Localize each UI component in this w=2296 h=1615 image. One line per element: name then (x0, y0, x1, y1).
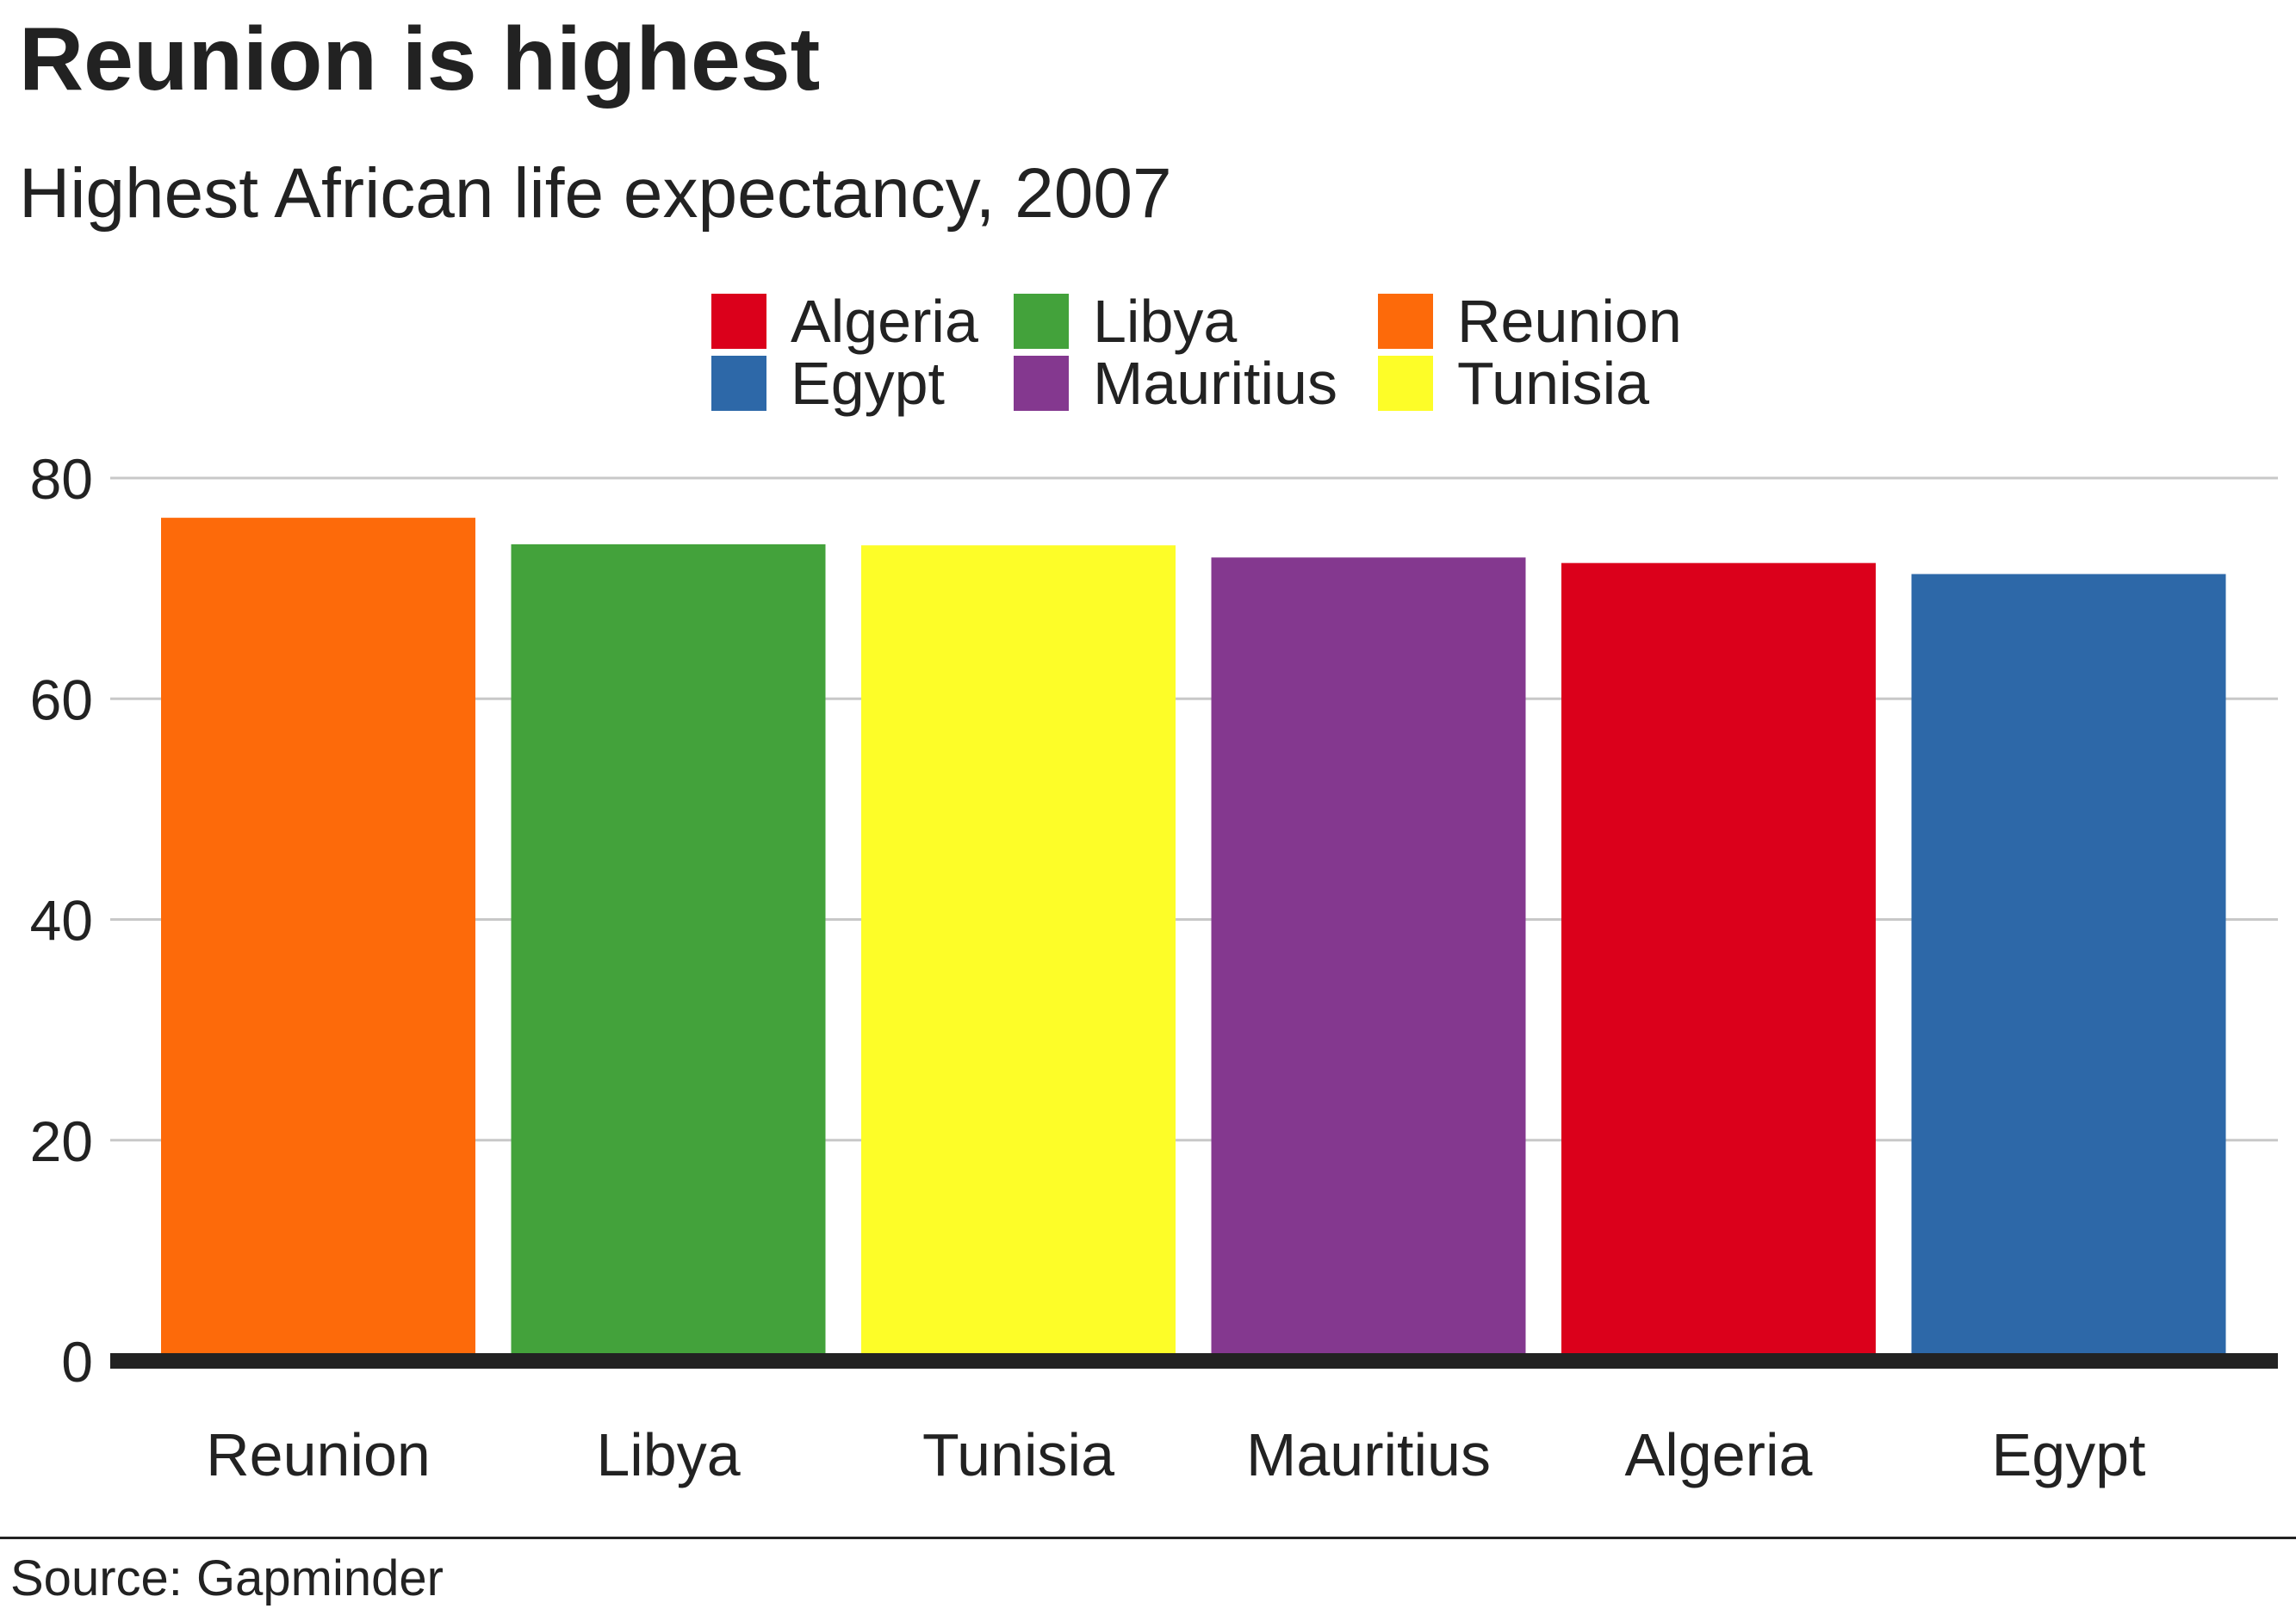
legend-swatch (1014, 356, 1069, 411)
legend-swatch (711, 356, 766, 411)
legend-item-mauritius: Mauritius (1014, 353, 1337, 413)
x-tick-label: Algeria (1625, 1421, 1813, 1488)
bar (1211, 557, 1526, 1361)
y-tick-label: 0 (61, 1330, 93, 1394)
bar (1911, 574, 2226, 1361)
x-tick-label: Libya (596, 1421, 740, 1488)
bar (1561, 562, 1876, 1361)
legend-swatch (1378, 356, 1433, 411)
legend-swatch (711, 294, 766, 349)
y-tick-label: 60 (30, 668, 93, 731)
x-tick-label: Reunion (206, 1421, 431, 1488)
chart-subtitle: Highest African life expectancy, 2007 (19, 154, 1172, 233)
chart-title: Reunion is highest (19, 9, 821, 109)
legend-label: Tunisia (1457, 350, 1650, 417)
legend-item-egypt: Egypt (711, 353, 945, 413)
legend-swatch (1014, 294, 1069, 349)
legend-label: Egypt (791, 350, 945, 417)
source-note: Source: Gapminder (10, 1550, 444, 1606)
y-tick-label: 20 (30, 1109, 93, 1173)
legend-label: Reunion (1457, 288, 1682, 355)
legend-swatch (1378, 294, 1433, 349)
legend-label: Libya (1093, 288, 1238, 355)
legend-item-tunisia: Tunisia (1378, 353, 1649, 413)
bar (511, 544, 826, 1361)
x-tick-label: Egypt (1992, 1421, 2146, 1488)
legend-item-libya: Libya (1014, 291, 1237, 351)
legend-label: Mauritius (1093, 350, 1337, 417)
bar (161, 518, 475, 1361)
footer-divider (0, 1537, 2296, 1539)
x-tick-label: Tunisia (922, 1421, 1114, 1488)
bar (861, 545, 1176, 1361)
legend-item-reunion: Reunion (1378, 291, 1682, 351)
x-tick-label: Mauritius (1246, 1421, 1491, 1488)
y-tick-label: 80 (30, 447, 93, 511)
legend: Algeria Libya Reunion Egypt Mauritius Tu… (711, 291, 1745, 420)
legend-item-algeria: Algeria (711, 291, 978, 351)
x-axis-baseline (110, 1353, 2278, 1369)
y-tick-label: 40 (30, 889, 93, 953)
legend-label: Algeria (791, 288, 978, 355)
